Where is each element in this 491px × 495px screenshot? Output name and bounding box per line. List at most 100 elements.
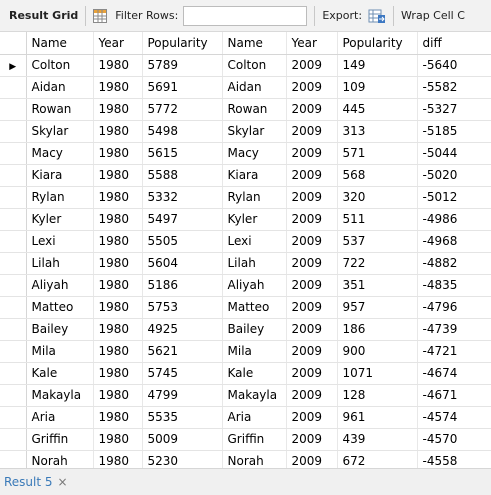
- table-cell[interactable]: 1980: [93, 164, 143, 187]
- table-cell[interactable]: 351: [337, 274, 418, 297]
- table-cell[interactable]: 5186: [142, 274, 223, 297]
- row-selector[interactable]: ▶: [0, 54, 27, 77]
- table-cell[interactable]: 2009: [286, 142, 338, 165]
- table-cell[interactable]: Skylar: [222, 120, 287, 143]
- table-cell[interactable]: 2009: [286, 384, 338, 407]
- table-cell[interactable]: -4674: [417, 362, 491, 385]
- table-row[interactable]: Mila 1980 5621 Mila 2009 900 -4721: [0, 340, 491, 363]
- table-cell[interactable]: Norah: [222, 450, 287, 468]
- table-cell[interactable]: 5505: [142, 230, 223, 253]
- table-cell[interactable]: 2009: [286, 208, 338, 231]
- table-cell[interactable]: Aria: [26, 406, 94, 429]
- row-selector[interactable]: [0, 406, 27, 429]
- table-row[interactable]: Kiara 1980 5588 Kiara 2009 568 -5020: [0, 164, 491, 187]
- table-row[interactable]: Makayla 1980 4799 Makayla 2009 128 -4671: [0, 384, 491, 407]
- table-cell[interactable]: 900: [337, 340, 418, 363]
- table-cell[interactable]: 2009: [286, 428, 338, 451]
- table-cell[interactable]: Rylan: [222, 186, 287, 209]
- table-row[interactable]: Macy 1980 5615 Macy 2009 571 -5044: [0, 142, 491, 165]
- table-cell[interactable]: 957: [337, 296, 418, 319]
- table-cell[interactable]: 537: [337, 230, 418, 253]
- table-cell[interactable]: 445: [337, 98, 418, 121]
- table-cell[interactable]: Matteo: [222, 296, 287, 319]
- table-cell[interactable]: 5621: [142, 340, 223, 363]
- table-cell[interactable]: Griffin: [26, 428, 94, 451]
- table-cell[interactable]: 5745: [142, 362, 223, 385]
- table-cell[interactable]: 2009: [286, 362, 338, 385]
- column-header[interactable]: Name: [222, 32, 287, 55]
- table-cell[interactable]: -5582: [417, 76, 491, 99]
- row-selector[interactable]: [0, 230, 27, 253]
- table-cell[interactable]: -4882: [417, 252, 491, 275]
- table-cell[interactable]: 1980: [93, 450, 143, 468]
- table-cell[interactable]: Skylar: [26, 120, 94, 143]
- table-cell[interactable]: 2009: [286, 164, 338, 187]
- table-cell[interactable]: 1980: [93, 274, 143, 297]
- table-cell[interactable]: 722: [337, 252, 418, 275]
- table-row[interactable]: Norah 1980 5230 Norah 2009 672 -4558: [0, 450, 491, 468]
- table-cell[interactable]: 4925: [142, 318, 223, 341]
- table-cell[interactable]: Kyler: [222, 208, 287, 231]
- table-cell[interactable]: 672: [337, 450, 418, 468]
- table-cell[interactable]: Bailey: [222, 318, 287, 341]
- table-cell[interactable]: Makayla: [26, 384, 94, 407]
- table-cell[interactable]: 5332: [142, 186, 223, 209]
- row-selector[interactable]: [0, 340, 27, 363]
- table-cell[interactable]: Kiara: [222, 164, 287, 187]
- table-cell[interactable]: Lexi: [222, 230, 287, 253]
- column-header[interactable]: Year: [93, 32, 143, 55]
- table-cell[interactable]: 1980: [93, 384, 143, 407]
- table-cell[interactable]: -4574: [417, 406, 491, 429]
- row-selector[interactable]: [0, 384, 27, 407]
- table-row[interactable]: Aidan 1980 5691 Aidan 2009 109 -5582: [0, 76, 491, 99]
- table-cell[interactable]: 2009: [286, 450, 338, 468]
- table-cell[interactable]: -4968: [417, 230, 491, 253]
- table-row[interactable]: Lexi 1980 5505 Lexi 2009 537 -4968: [0, 230, 491, 253]
- table-cell[interactable]: -4835: [417, 274, 491, 297]
- table-cell[interactable]: -5327: [417, 98, 491, 121]
- row-selector[interactable]: [0, 450, 27, 468]
- column-header[interactable]: Popularity: [337, 32, 418, 55]
- row-selector[interactable]: [0, 186, 27, 209]
- table-row[interactable]: Kyler 1980 5497 Kyler 2009 511 -4986: [0, 208, 491, 231]
- table-cell[interactable]: Mila: [26, 340, 94, 363]
- close-icon[interactable]: ×: [57, 475, 68, 489]
- table-cell[interactable]: -4570: [417, 428, 491, 451]
- table-cell[interactable]: 2009: [286, 318, 338, 341]
- table-cell[interactable]: 5753: [142, 296, 223, 319]
- table-cell[interactable]: 439: [337, 428, 418, 451]
- table-cell[interactable]: 5497: [142, 208, 223, 231]
- table-row[interactable]: Griffin 1980 5009 Griffin 2009 439 -4570: [0, 428, 491, 451]
- wrap-cell-content-label[interactable]: Wrap Cell C: [401, 9, 465, 22]
- table-cell[interactable]: 2009: [286, 296, 338, 319]
- table-cell[interactable]: 2009: [286, 274, 338, 297]
- table-cell[interactable]: 1980: [93, 76, 143, 99]
- row-selector[interactable]: [0, 318, 27, 341]
- table-cell[interactable]: Aidan: [26, 76, 94, 99]
- table-cell[interactable]: 568: [337, 164, 418, 187]
- table-cell[interactable]: 320: [337, 186, 418, 209]
- table-cell[interactable]: 5604: [142, 252, 223, 275]
- table-cell[interactable]: Rowan: [222, 98, 287, 121]
- table-cell[interactable]: 2009: [286, 406, 338, 429]
- table-cell[interactable]: 1071: [337, 362, 418, 385]
- row-selector[interactable]: [0, 296, 27, 319]
- table-cell[interactable]: Colton: [26, 54, 94, 77]
- table-cell[interactable]: -4796: [417, 296, 491, 319]
- table-cell[interactable]: Kyler: [26, 208, 94, 231]
- table-cell[interactable]: 2009: [286, 98, 338, 121]
- table-row[interactable]: Skylar 1980 5498 Skylar 2009 313 -5185: [0, 120, 491, 143]
- table-cell[interactable]: 5535: [142, 406, 223, 429]
- export-icon[interactable]: [368, 7, 386, 25]
- column-header[interactable]: Name: [26, 32, 94, 55]
- table-cell[interactable]: Lilah: [222, 252, 287, 275]
- row-selector[interactable]: [0, 164, 27, 187]
- table-cell[interactable]: 5615: [142, 142, 223, 165]
- table-cell[interactable]: 1980: [93, 98, 143, 121]
- table-cell[interactable]: 1980: [93, 318, 143, 341]
- table-cell[interactable]: Macy: [222, 142, 287, 165]
- table-row[interactable]: Rylan 1980 5332 Rylan 2009 320 -5012: [0, 186, 491, 209]
- table-cell[interactable]: 1980: [93, 230, 143, 253]
- table-cell[interactable]: 2009: [286, 120, 338, 143]
- table-cell[interactable]: 128: [337, 384, 418, 407]
